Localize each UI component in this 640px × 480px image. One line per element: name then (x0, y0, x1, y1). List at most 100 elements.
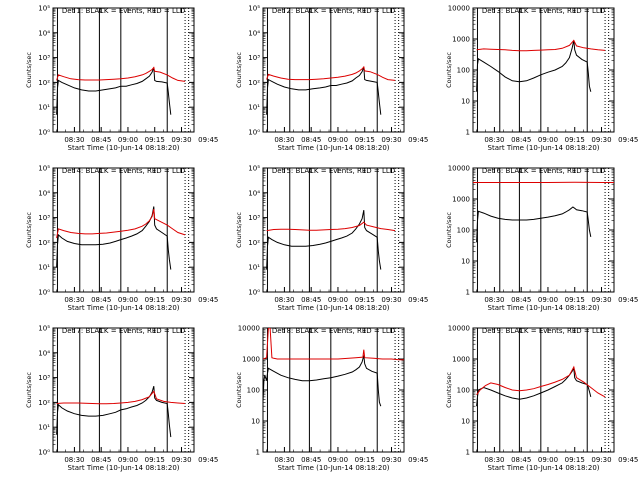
y-tick-label: 10000 (238, 325, 260, 333)
y-tick-label: 1 (256, 449, 260, 457)
chart-panel-9: Det 9: BLACK = Events, RED = LLD 1 10 100 10… (445, 325, 638, 473)
x-tick-label: 09:00 (328, 456, 348, 464)
x-tick-label: 08:45 (301, 296, 321, 304)
chart-title: Det 2: BLACK = Events, RED = LLD (272, 7, 395, 15)
events-series-line (56, 386, 172, 438)
y-tick-label: 1 (466, 449, 470, 457)
plot-frame (262, 167, 405, 293)
lld-series-line (263, 328, 404, 361)
x-axis-label: Start Time (10-Jun-14 08:18:20) (278, 304, 390, 312)
x-axis-label: Start Time (10-Jun-14 08:18:20) (68, 304, 180, 312)
x-tick-label: 08:45 (511, 136, 531, 144)
x-tick-label: 08:30 (274, 136, 294, 144)
y-tick-label: 10² (38, 239, 50, 247)
chart-panel-5: Det 5: BLACK = Events, RED = LLD 10⁰ 10¹ 10… (235, 165, 428, 313)
x-tick-label: 08:30 (64, 136, 84, 144)
x-tick-label: 09:45 (408, 136, 428, 144)
y-tick-label: 1000 (452, 196, 470, 204)
lld-series-line (56, 390, 186, 405)
chart-panel-8: Det 8: BLACK = Events, RED = LLD 1 10 100 10… (235, 325, 428, 473)
y-tick-label: 10 (251, 418, 260, 426)
plot-frame (262, 7, 405, 133)
series-group (56, 66, 186, 115)
chart-title: Det 3: BLACK = Events, RED = LLD (482, 7, 605, 15)
y-tick-label: 10⁵ (38, 325, 50, 333)
y-tick-label: 10¹ (248, 104, 260, 112)
plot-frame (472, 167, 615, 293)
lld-series-line (476, 365, 606, 398)
y-tick-label: 100 (457, 387, 470, 395)
x-tick-label: 09:15 (565, 296, 585, 304)
y-tick-label: 10⁰ (38, 289, 50, 297)
x-tick-label: 09:30 (591, 296, 611, 304)
x-tick-label: 08:45 (91, 296, 111, 304)
series-group (473, 181, 614, 243)
x-tick-label: 09:45 (198, 296, 218, 304)
lld-series-line (56, 208, 186, 239)
x-tick-label: 09:00 (538, 136, 558, 144)
x-tick-label: 09:45 (408, 456, 428, 464)
x-tick-label: 09:15 (145, 136, 165, 144)
x-tick-label: 08:30 (274, 456, 294, 464)
x-tick-label: 09:45 (198, 136, 218, 144)
y-tick-label: 10² (38, 79, 50, 87)
y-tick-label: 10³ (38, 374, 50, 382)
x-tick-label: 09:30 (171, 296, 191, 304)
x-tick-label: 08:45 (511, 296, 531, 304)
y-tick-label: 1 (466, 289, 470, 297)
y-tick-label: 1000 (452, 36, 470, 44)
series-group (266, 65, 396, 115)
x-tick-label: 09:15 (145, 296, 165, 304)
y-tick-label: 10⁵ (248, 5, 260, 13)
x-axis-label: Start Time (10-Jun-14 08:18:20) (68, 144, 180, 152)
y-tick-label: 10² (248, 239, 260, 247)
x-tick-label: 09:15 (565, 136, 585, 144)
series-group (56, 206, 186, 270)
y-tick-label: 100 (247, 387, 260, 395)
series-group (263, 328, 404, 407)
y-tick-label: 10³ (248, 214, 260, 222)
x-axis-label: Start Time (10-Jun-14 08:18:20) (488, 464, 600, 472)
x-tick-label: 08:45 (91, 136, 111, 144)
plot-frame (262, 327, 405, 453)
x-tick-label: 08:30 (484, 456, 504, 464)
x-axis-label: Start Time (10-Jun-14 08:18:20) (68, 464, 180, 472)
y-tick-label: 10³ (38, 214, 50, 222)
series-group (476, 365, 606, 407)
x-tick-label: 08:30 (64, 456, 84, 464)
y-tick-label: 10² (38, 399, 50, 407)
y-axis-label: Counts/sec (25, 52, 33, 88)
x-tick-label: 08:30 (274, 296, 294, 304)
lld-series-line (266, 221, 396, 232)
chart-title: Det 6: BLACK = Events, RED = LLD (482, 167, 605, 175)
x-tick-label: 09:30 (171, 136, 191, 144)
y-axis-label: Counts/sec (445, 212, 453, 248)
x-tick-label: 09:15 (565, 456, 585, 464)
y-tick-label: 10⁵ (248, 165, 260, 173)
y-tick-label: 1000 (242, 356, 260, 364)
x-tick-label: 09:30 (381, 296, 401, 304)
x-axis-label: Start Time (10-Jun-14 08:18:20) (488, 304, 600, 312)
x-tick-label: 08:45 (91, 456, 111, 464)
x-axis-label: Start Time (10-Jun-14 08:18:20) (278, 464, 390, 472)
lld-series-line (266, 65, 396, 81)
x-tick-label: 09:00 (538, 456, 558, 464)
x-tick-label: 08:30 (64, 296, 84, 304)
events-series-line (56, 67, 172, 115)
y-axis-label: Counts/sec (445, 52, 453, 88)
series-group (476, 39, 606, 92)
x-tick-label: 09:00 (118, 456, 138, 464)
y-tick-label: 100 (457, 67, 470, 75)
y-tick-label: 10000 (448, 325, 470, 333)
y-tick-label: 10⁰ (248, 289, 260, 297)
x-tick-label: 08:30 (484, 296, 504, 304)
y-tick-label: 10 (461, 258, 470, 266)
plot-frame (52, 7, 195, 133)
y-tick-label: 10² (248, 79, 260, 87)
plot-frame (52, 327, 195, 453)
x-tick-label: 09:45 (618, 456, 638, 464)
plot-frame (472, 327, 615, 453)
y-tick-label: 10¹ (38, 424, 50, 432)
lld-series-line (56, 66, 186, 82)
